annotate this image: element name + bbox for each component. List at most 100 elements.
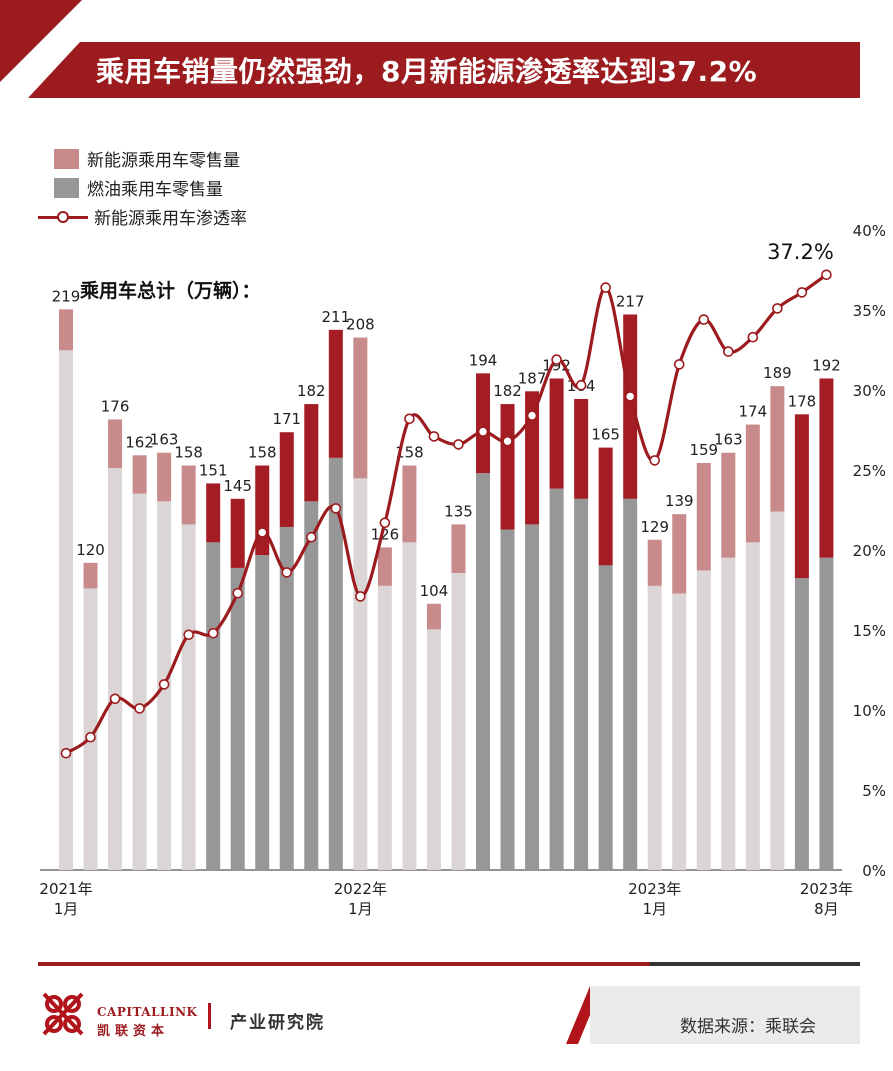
penetration-point [796, 287, 808, 298]
y-right-tick-label: 5% [862, 782, 886, 800]
bar-total-label: 176 [101, 397, 130, 415]
legend-item-nev: 新能源乘用车零售量 [38, 144, 247, 173]
bar-nev [328, 329, 343, 458]
penetration-point [821, 269, 832, 281]
penetration-point [305, 531, 317, 543]
bar-nev [157, 452, 172, 502]
bar-nev [426, 603, 441, 630]
penetration-point [502, 435, 513, 447]
penetration-point [256, 527, 268, 538]
bar-ice [377, 585, 392, 870]
bar-nev [745, 424, 760, 543]
bar-ice [451, 573, 466, 870]
penetration-point [281, 567, 293, 578]
bar-nev [59, 309, 73, 351]
bar-ice [255, 555, 270, 870]
legend-item-ice: 燃油乘用车零售量 [38, 173, 247, 202]
penetration-point [158, 679, 170, 690]
bar-total-label: 208 [346, 316, 375, 334]
bar-ice [819, 557, 834, 870]
bar-nev [696, 462, 711, 571]
penetration-point [355, 591, 366, 602]
bar-total-label: 139 [665, 492, 694, 510]
bar-nev [672, 514, 687, 594]
bar-total-label: 219 [52, 287, 81, 305]
penetration-point [673, 359, 685, 370]
bar-nev [623, 314, 638, 499]
bar-ice [574, 498, 589, 870]
bar-total-label: 104 [420, 582, 449, 600]
bar-total-label: 126 [371, 525, 400, 543]
bar-total-label: 182 [297, 382, 326, 400]
penetration-point [379, 517, 391, 529]
y-right-tick-label: 20% [853, 542, 886, 560]
page-title: 乘用车销量仍然强劲，8月新能源渗透率达到37.2% [96, 55, 758, 88]
x-tick-label: 1月 [348, 900, 373, 918]
bar-nev [549, 378, 564, 489]
bar-total-label: 158 [248, 444, 277, 462]
bar-total-label: 159 [689, 441, 718, 459]
bar-ice [598, 565, 613, 870]
bar-total-label: 158 [174, 444, 203, 462]
bar-nev [770, 386, 785, 512]
bar-ice [672, 593, 687, 870]
bar-ice [181, 524, 196, 870]
bar-total-label: 182 [493, 382, 522, 400]
bar-nev [279, 432, 294, 527]
bar-total-label: 187 [518, 369, 547, 387]
y-right-tick-label: 25% [853, 462, 886, 480]
brand-name-cn: 凯联资本 [97, 1024, 170, 1039]
title-banner [28, 42, 860, 98]
penetration-latest-label: 37.2% [767, 240, 834, 264]
footer-divider-dark [650, 962, 860, 966]
bar-nev [402, 465, 417, 543]
bar-ice [770, 511, 785, 870]
x-tick-label: 2023年 [628, 880, 681, 898]
corner-decoration [0, 0, 82, 82]
bar-total-label: 129 [640, 518, 669, 536]
x-tick-label: 8月 [814, 900, 839, 918]
y-right-tick-label: 0% [862, 862, 886, 880]
penetration-point [698, 314, 710, 325]
penetration-point [624, 391, 636, 402]
bar-total-label: 194 [469, 351, 498, 369]
bar-nev [181, 465, 196, 525]
bar-total-label: 171 [272, 410, 301, 428]
bar-ice [721, 557, 736, 870]
penetration-point [453, 439, 464, 450]
chart-subtitle: 乘用车总计（万辆）： [80, 280, 261, 302]
bar-total-label: 163 [714, 431, 743, 449]
bar-ice [647, 585, 662, 870]
bar-total-label: 178 [788, 392, 817, 410]
bar-total-label: 163 [150, 431, 179, 449]
legend-swatch-ice [54, 177, 79, 198]
bar-nev [525, 391, 540, 525]
bar-total-label: 174 [739, 403, 768, 421]
bar-nev [819, 378, 834, 558]
x-tick-label: 2021年 [39, 880, 92, 898]
bar-nev [108, 419, 123, 469]
data-source: 数据来源：乘联会 [680, 1017, 816, 1037]
bar-ice [426, 629, 441, 870]
department-name: 产业研究院 [230, 1013, 325, 1033]
bar-total-label: 120 [76, 541, 105, 559]
bar-total-label: 135 [444, 502, 473, 520]
bar-total-label: 145 [223, 477, 252, 495]
penetration-point [477, 426, 489, 437]
bar-nev [574, 398, 589, 499]
x-tick-label: 2022年 [334, 880, 387, 898]
bar-ice [696, 570, 711, 870]
bar-ice [402, 542, 417, 870]
bar-ice [745, 542, 760, 870]
bar-total-label: 211 [322, 308, 351, 326]
legend-swatch-nev [54, 148, 79, 169]
bar-ice [132, 493, 147, 870]
bar-nev [230, 498, 245, 568]
bar-nev [377, 547, 392, 586]
bar-ice [525, 524, 540, 870]
bar-nev [647, 539, 662, 586]
penetration-point [207, 627, 219, 639]
y-right-tick-label: 30% [853, 382, 886, 400]
y-right-tick-label: 15% [853, 622, 886, 640]
brand-name-en: CAPITALLINK [97, 1005, 198, 1019]
